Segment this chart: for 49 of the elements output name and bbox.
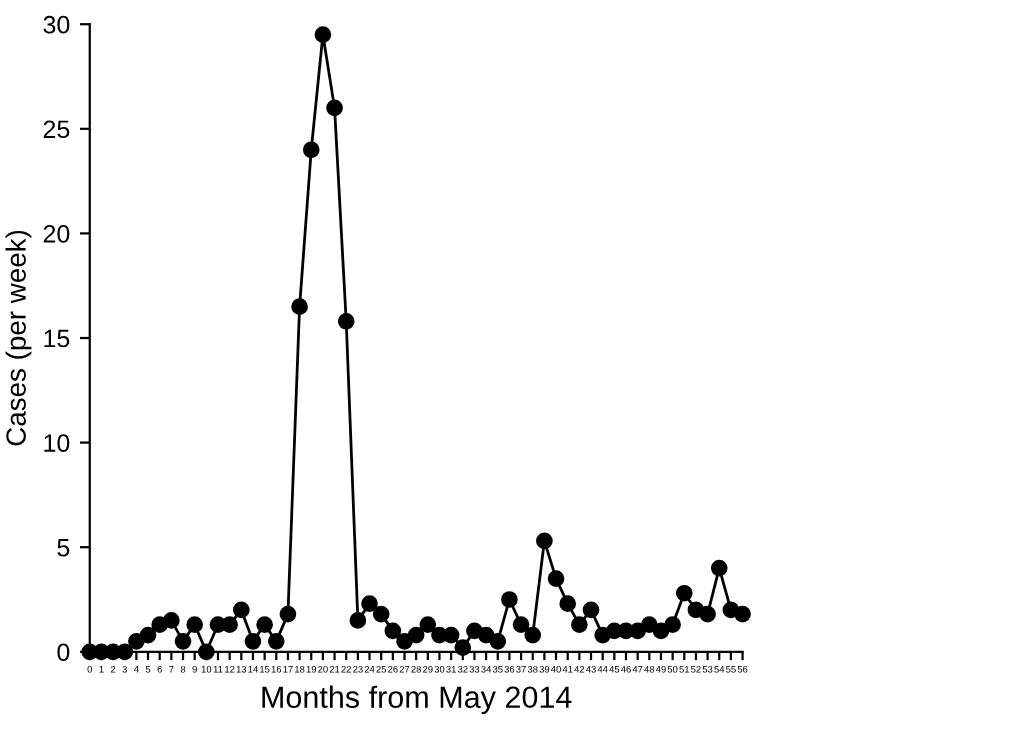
point <box>174 633 192 650</box>
y-tick-label: 5 <box>57 539 70 557</box>
point <box>198 643 215 661</box>
point <box>232 601 250 619</box>
point <box>501 591 518 608</box>
point <box>279 605 297 623</box>
point <box>139 626 157 644</box>
point <box>629 622 646 640</box>
point <box>384 622 402 640</box>
point <box>699 605 716 623</box>
point <box>710 559 728 577</box>
point <box>524 626 542 644</box>
point <box>349 612 367 629</box>
point <box>640 616 658 633</box>
point <box>407 626 425 644</box>
y-tick-label: 20 <box>43 225 70 243</box>
point <box>256 616 273 633</box>
point <box>559 595 577 613</box>
point <box>337 312 355 330</box>
x-axis-title: Months from May 2014 <box>262 685 572 715</box>
point <box>267 633 285 650</box>
point <box>571 616 588 633</box>
point <box>734 605 751 623</box>
point <box>361 595 378 613</box>
point <box>664 616 681 633</box>
point <box>547 570 565 587</box>
point <box>326 99 343 117</box>
point <box>489 633 507 650</box>
point <box>419 616 437 633</box>
y-tick-label: 25 <box>43 120 70 139</box>
point <box>291 298 308 315</box>
point <box>675 584 693 602</box>
point <box>128 633 145 650</box>
point <box>221 616 238 633</box>
point <box>372 605 390 623</box>
y-tick-label: 10 <box>44 434 70 452</box>
y-tick-label: 30 <box>43 15 70 34</box>
point <box>302 141 320 159</box>
point <box>163 612 180 629</box>
y-tick-label: 15 <box>44 329 70 348</box>
point <box>244 633 262 650</box>
y-axis-title: Cases (per week) <box>5 230 32 446</box>
point <box>536 532 553 550</box>
point <box>512 616 530 633</box>
point <box>314 26 332 44</box>
point <box>477 626 495 644</box>
point <box>396 633 413 650</box>
point <box>582 601 600 619</box>
point <box>186 616 204 633</box>
